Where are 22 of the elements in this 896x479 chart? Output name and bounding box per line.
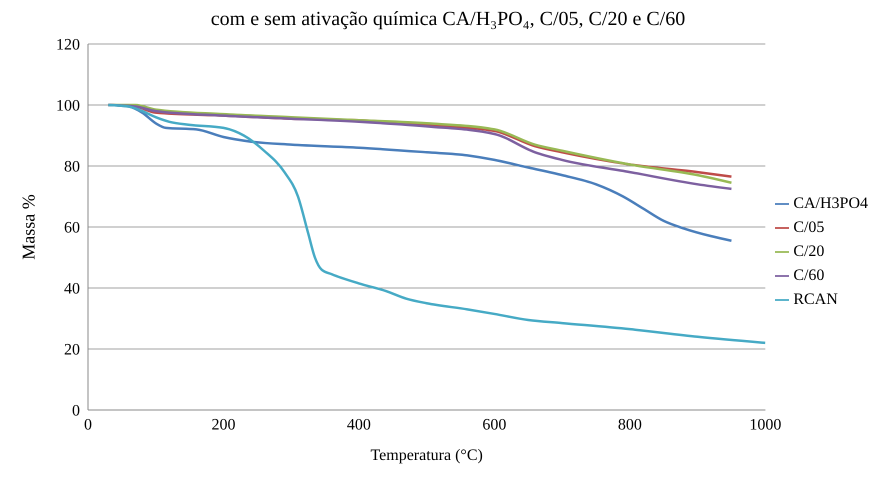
x-tick-label: 200 bbox=[211, 416, 236, 434]
x-tick-label: 0 bbox=[84, 416, 92, 434]
x-tick-label: 400 bbox=[346, 416, 371, 434]
x-tick-label: 600 bbox=[482, 416, 506, 434]
legend-label: RCAN bbox=[793, 291, 838, 308]
y-tick-label: 20 bbox=[64, 342, 80, 359]
y-tick-label: 100 bbox=[56, 98, 80, 115]
legend-label: C/05 bbox=[793, 219, 824, 236]
x-tick-label: 800 bbox=[618, 416, 642, 434]
x-tick-label: 1000 bbox=[749, 416, 782, 434]
legend-label: C/60 bbox=[793, 267, 824, 284]
legend-label: C/20 bbox=[793, 243, 824, 260]
y-tick-label: 80 bbox=[64, 158, 80, 176]
line-series bbox=[107, 104, 766, 344]
legend-label: CA/H3PO4 bbox=[793, 195, 868, 212]
y-tick-label: 60 bbox=[64, 220, 80, 237]
y-tick-label: 40 bbox=[64, 280, 80, 298]
y-axis-title: Massa % bbox=[18, 194, 38, 260]
chart-title: com e sem ativação química CA/H₃PO₄, C/05, C/20 e C/60 bbox=[210, 8, 686, 32]
x-axis-title: Temperatura (°C) bbox=[370, 447, 483, 464]
y-tick-label: 0 bbox=[72, 402, 80, 420]
y-tick-label: 120 bbox=[56, 36, 80, 54]
